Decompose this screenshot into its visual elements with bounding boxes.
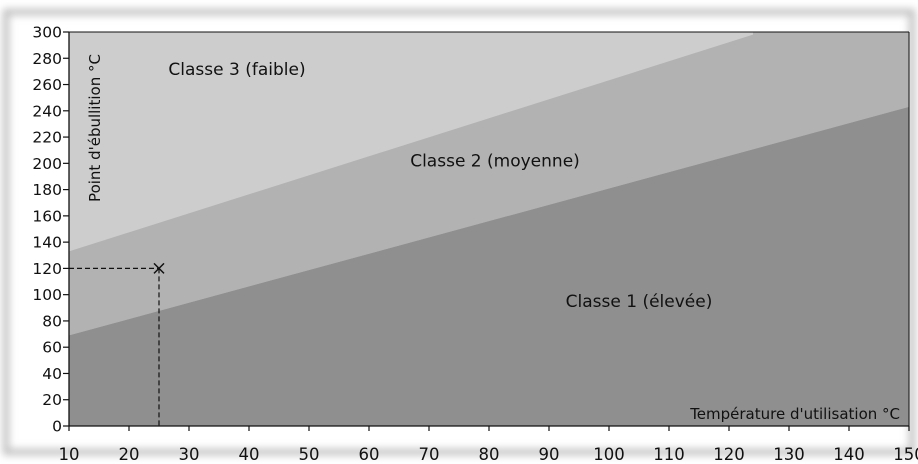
x-tick-label: 10 bbox=[59, 445, 80, 464]
x-tick-label: 50 bbox=[299, 445, 320, 464]
zones-layer bbox=[69, 32, 909, 427]
zone-classe-1 bbox=[69, 106, 909, 427]
x-tick-label: 150 bbox=[893, 445, 918, 464]
y-tick-label: 80 bbox=[42, 312, 62, 330]
zone-label: Classe 1 (élevée) bbox=[566, 292, 713, 312]
x-tick-label: 60 bbox=[359, 445, 380, 464]
y-tick-label: 280 bbox=[32, 50, 62, 68]
x-tick-label: 140 bbox=[833, 445, 865, 464]
zone-label: Classe 2 (moyenne) bbox=[410, 152, 580, 172]
axis-layer: 0 20 40 60 80 100 120 140 160 180 200 220 240 260 280 3… bbox=[32, 24, 918, 464]
x-tick-label: 70 bbox=[419, 445, 440, 464]
x-tick-label: 130 bbox=[773, 445, 805, 464]
y-tick-label: 0 bbox=[52, 418, 62, 436]
y-tick-label: 200 bbox=[32, 155, 62, 173]
x-tick-label: 110 bbox=[653, 445, 685, 464]
y-tick-label: 260 bbox=[32, 76, 62, 94]
zone-classe-2 bbox=[69, 32, 909, 336]
zone-label: Classe 3 (faible) bbox=[168, 60, 305, 80]
y-tick-label: 300 bbox=[32, 24, 62, 42]
x-tick-label: 120 bbox=[713, 445, 745, 464]
x-tick-label: 30 bbox=[179, 445, 200, 464]
y-axis-title: Point d'ébullition °C bbox=[86, 54, 104, 202]
y-tick-label: 220 bbox=[32, 129, 62, 147]
y-tick-label: 120 bbox=[32, 260, 62, 278]
x-tick-label: 100 bbox=[593, 445, 625, 464]
y-tick-label: 180 bbox=[32, 181, 62, 199]
x-tick-label: 90 bbox=[539, 445, 560, 464]
y-tick-label: 160 bbox=[32, 207, 62, 225]
y-tick-label: 20 bbox=[42, 391, 62, 409]
x-tick-label: 20 bbox=[119, 445, 140, 464]
y-tick-label: 100 bbox=[32, 286, 62, 304]
marker-cross bbox=[153, 262, 165, 274]
frame-shadow bbox=[3, 9, 915, 455]
y-tick-label: 40 bbox=[42, 365, 62, 383]
zone-label-layer: Classe 1 (élevée) Classe 2 (moyenne) Class… bbox=[168, 60, 712, 312]
guide-layer bbox=[69, 262, 165, 426]
x-tick-label: 40 bbox=[239, 445, 260, 464]
y-tick-label: 240 bbox=[32, 102, 62, 120]
x-axis-title: Température d'utilisation °C bbox=[689, 405, 900, 423]
y-tick-label: 140 bbox=[32, 234, 62, 252]
y-tick-label: 60 bbox=[42, 339, 62, 357]
x-tick-label: 80 bbox=[479, 445, 500, 464]
